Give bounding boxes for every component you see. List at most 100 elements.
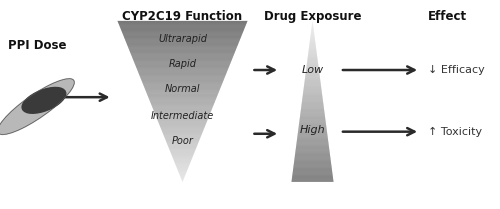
- Polygon shape: [147, 93, 218, 94]
- Polygon shape: [308, 59, 318, 60]
- Polygon shape: [298, 129, 326, 130]
- Polygon shape: [302, 100, 323, 101]
- Polygon shape: [308, 52, 316, 53]
- Polygon shape: [139, 74, 226, 75]
- Polygon shape: [172, 157, 193, 158]
- Polygon shape: [295, 155, 330, 156]
- Polygon shape: [310, 35, 314, 36]
- Polygon shape: [304, 87, 322, 88]
- Polygon shape: [173, 158, 192, 159]
- Polygon shape: [138, 73, 226, 74]
- Polygon shape: [303, 92, 322, 93]
- Polygon shape: [124, 35, 242, 36]
- Polygon shape: [168, 146, 197, 147]
- Polygon shape: [292, 175, 333, 176]
- Polygon shape: [120, 26, 246, 27]
- Polygon shape: [162, 131, 203, 132]
- Polygon shape: [298, 136, 328, 137]
- Polygon shape: [174, 160, 191, 161]
- Polygon shape: [118, 21, 248, 22]
- Polygon shape: [122, 32, 243, 33]
- Polygon shape: [154, 112, 210, 113]
- Polygon shape: [178, 170, 188, 171]
- Polygon shape: [306, 73, 320, 74]
- Polygon shape: [133, 59, 232, 60]
- Polygon shape: [182, 179, 184, 180]
- Ellipse shape: [0, 79, 74, 134]
- Polygon shape: [134, 60, 232, 61]
- Polygon shape: [124, 36, 241, 37]
- Polygon shape: [132, 56, 233, 57]
- Polygon shape: [143, 84, 222, 85]
- Polygon shape: [308, 56, 317, 57]
- Polygon shape: [142, 80, 224, 81]
- Polygon shape: [299, 125, 326, 126]
- Polygon shape: [126, 41, 240, 42]
- Polygon shape: [181, 177, 184, 178]
- Polygon shape: [157, 119, 208, 120]
- Polygon shape: [304, 82, 320, 83]
- Polygon shape: [310, 39, 315, 40]
- Polygon shape: [308, 58, 318, 59]
- Polygon shape: [125, 39, 240, 40]
- Polygon shape: [146, 90, 220, 91]
- Polygon shape: [296, 142, 328, 143]
- Polygon shape: [293, 169, 332, 170]
- Polygon shape: [302, 97, 322, 98]
- Polygon shape: [300, 119, 326, 120]
- Polygon shape: [172, 154, 194, 155]
- Polygon shape: [294, 167, 332, 168]
- Polygon shape: [126, 40, 240, 41]
- Polygon shape: [176, 167, 188, 168]
- Polygon shape: [298, 133, 327, 134]
- Polygon shape: [304, 80, 320, 81]
- Polygon shape: [177, 168, 188, 169]
- Polygon shape: [308, 50, 316, 51]
- Polygon shape: [153, 109, 212, 110]
- Polygon shape: [294, 166, 332, 167]
- Polygon shape: [144, 85, 222, 86]
- Polygon shape: [305, 78, 320, 79]
- Polygon shape: [309, 47, 316, 48]
- Polygon shape: [300, 117, 325, 118]
- Polygon shape: [155, 114, 210, 115]
- Polygon shape: [311, 33, 314, 34]
- Polygon shape: [307, 64, 318, 65]
- Polygon shape: [148, 98, 216, 99]
- Polygon shape: [302, 104, 324, 105]
- Polygon shape: [148, 95, 218, 96]
- Polygon shape: [302, 106, 324, 107]
- Polygon shape: [312, 29, 314, 30]
- Polygon shape: [136, 66, 229, 67]
- Polygon shape: [294, 165, 332, 166]
- Polygon shape: [310, 40, 315, 41]
- Polygon shape: [142, 82, 223, 83]
- Polygon shape: [304, 90, 322, 91]
- Polygon shape: [140, 76, 225, 77]
- Text: CYP2C19 Function: CYP2C19 Function: [122, 10, 242, 23]
- Polygon shape: [122, 33, 242, 34]
- Polygon shape: [296, 145, 329, 146]
- Polygon shape: [298, 130, 327, 131]
- Polygon shape: [182, 180, 183, 181]
- Polygon shape: [300, 113, 324, 114]
- Polygon shape: [118, 23, 246, 24]
- Text: Rapid: Rapid: [168, 59, 196, 69]
- Polygon shape: [310, 41, 315, 42]
- Polygon shape: [132, 55, 234, 56]
- Polygon shape: [306, 74, 320, 75]
- Text: ↓ Efficacy: ↓ Efficacy: [428, 65, 484, 75]
- Polygon shape: [152, 105, 214, 106]
- Polygon shape: [161, 128, 204, 129]
- Polygon shape: [300, 118, 325, 119]
- Polygon shape: [306, 66, 318, 67]
- Polygon shape: [298, 127, 326, 128]
- Polygon shape: [310, 36, 314, 37]
- Text: High: High: [300, 125, 326, 135]
- Polygon shape: [300, 120, 326, 121]
- Polygon shape: [292, 181, 334, 182]
- Polygon shape: [147, 94, 218, 95]
- Polygon shape: [164, 136, 201, 137]
- Polygon shape: [128, 46, 238, 47]
- Polygon shape: [312, 28, 314, 29]
